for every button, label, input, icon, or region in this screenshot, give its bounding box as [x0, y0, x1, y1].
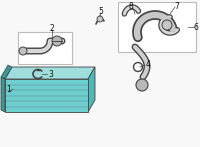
- Text: 7: 7: [175, 1, 179, 10]
- Circle shape: [162, 20, 172, 30]
- Text: 3: 3: [49, 70, 53, 78]
- Text: 2: 2: [50, 24, 54, 32]
- Circle shape: [19, 47, 27, 55]
- Polygon shape: [5, 67, 95, 79]
- Circle shape: [52, 36, 62, 46]
- Circle shape: [136, 79, 148, 91]
- Text: 6: 6: [194, 22, 198, 31]
- Text: 1: 1: [7, 85, 11, 93]
- Polygon shape: [1, 77, 5, 112]
- Circle shape: [97, 16, 103, 22]
- Polygon shape: [1, 65, 12, 79]
- Bar: [18, 32, 72, 64]
- Bar: [118, 2, 196, 52]
- Polygon shape: [88, 67, 95, 112]
- Text: 5: 5: [99, 6, 103, 15]
- Text: 4: 4: [146, 60, 150, 69]
- Polygon shape: [5, 79, 88, 112]
- Text: 8: 8: [129, 1, 133, 10]
